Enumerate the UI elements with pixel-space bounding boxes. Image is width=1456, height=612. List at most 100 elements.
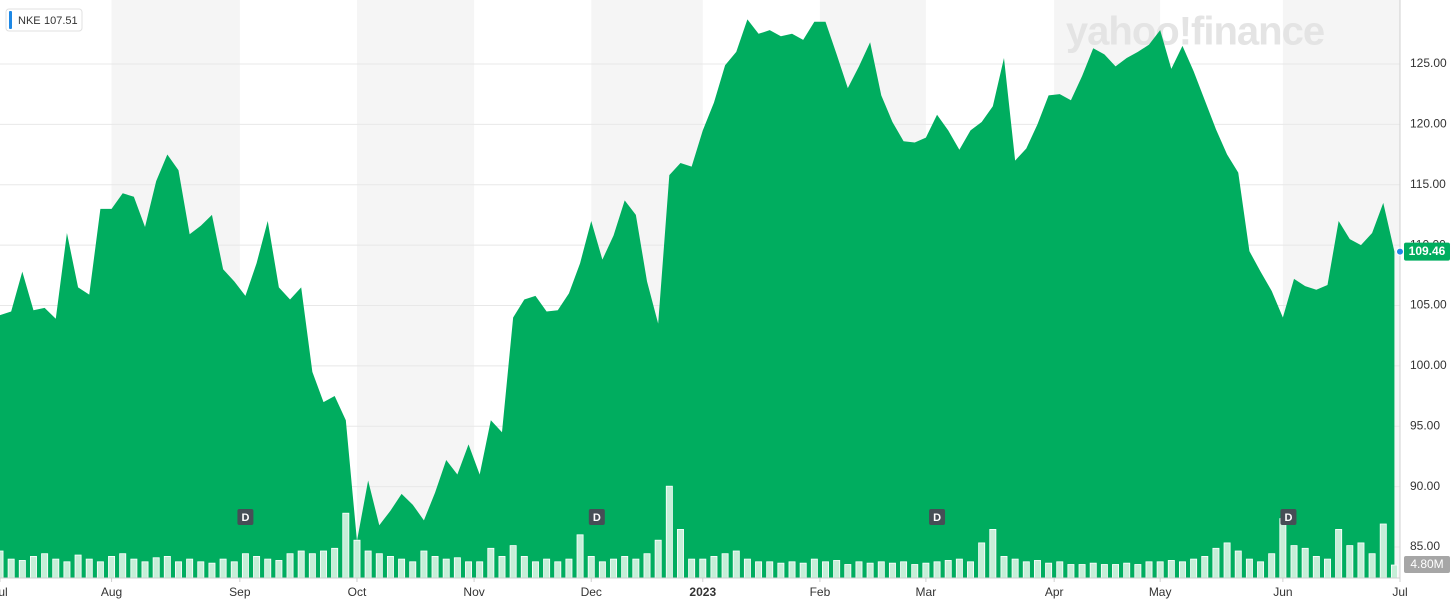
volume-bar	[1357, 542, 1365, 579]
volume-bar	[565, 558, 573, 579]
volume-bar	[1078, 564, 1086, 579]
volume-bar	[498, 556, 506, 579]
volume-bar	[1000, 556, 1008, 579]
volume-bar	[587, 556, 595, 579]
legend-symbol: NKE	[18, 15, 41, 27]
volume-bar	[520, 556, 528, 579]
volume-bar	[96, 561, 104, 579]
volume-bar	[598, 561, 606, 579]
volume-bar	[654, 539, 662, 579]
volume-bar	[1112, 564, 1120, 579]
volume-bar	[230, 561, 238, 579]
volume-bar	[1190, 558, 1198, 579]
event-badge	[1280, 509, 1297, 525]
volume-bar	[1346, 545, 1354, 579]
volume-bar	[431, 556, 439, 579]
volume-bar	[420, 550, 428, 579]
event-marker: D	[929, 509, 946, 525]
x-tick-label: Jul	[0, 585, 8, 599]
volume-label: 4.80M	[1410, 557, 1443, 571]
volume-bar	[286, 553, 294, 579]
volume-bar	[721, 553, 729, 579]
y-tick-label: 115.00	[1410, 177, 1446, 191]
volume-bar	[320, 550, 327, 579]
volume-bar	[911, 564, 919, 579]
legend-swatch	[9, 11, 12, 29]
volume-bar	[1324, 558, 1331, 579]
volume-bar	[822, 561, 829, 579]
volume-bar	[375, 553, 383, 579]
volume-bar	[665, 485, 673, 579]
volume-bar	[1011, 558, 1019, 579]
volume-bar	[922, 562, 930, 579]
volume-bar	[398, 558, 406, 579]
volume-bar	[621, 556, 629, 579]
x-tick-label: 2023	[689, 585, 716, 599]
volume-bar	[1089, 562, 1097, 579]
volume-bar	[777, 562, 785, 579]
volume-bar	[1100, 564, 1108, 579]
volume-bar	[1223, 542, 1231, 579]
volume-bar	[1312, 556, 1320, 579]
volume-bar	[208, 562, 216, 579]
volume-bar	[465, 561, 472, 579]
volume-bar	[297, 550, 305, 579]
volume-bar	[643, 553, 651, 579]
volume-bar	[877, 561, 885, 579]
volume-bar	[989, 529, 997, 579]
volume-bar	[543, 558, 551, 579]
last-price-label: 109.46	[1409, 244, 1446, 258]
price-area	[0, 19, 1395, 579]
volume-bar	[163, 556, 171, 579]
x-tick-label: Nov	[463, 585, 484, 599]
volume-bar	[386, 556, 394, 579]
volume-bar	[74, 554, 82, 579]
volume-bar	[130, 558, 138, 579]
volume-bar	[275, 560, 283, 579]
event-label: D	[593, 512, 601, 524]
volume-bar	[1212, 547, 1220, 579]
x-tick-label: Aug	[101, 585, 122, 599]
event-marker: D	[1280, 509, 1297, 525]
volume-bar	[353, 539, 361, 579]
volume-bar	[1067, 564, 1075, 579]
volume-bar	[888, 562, 896, 579]
x-tick-label: Dec	[581, 585, 602, 599]
event-label: D	[933, 512, 941, 524]
event-marker: D	[588, 509, 605, 525]
volume-bar	[85, 558, 93, 579]
volume-bar	[509, 545, 517, 579]
volume-bar	[799, 562, 807, 579]
volume-bar	[1301, 547, 1309, 579]
volume-bar	[197, 561, 205, 579]
volume-bar	[576, 534, 584, 579]
volume-bar	[364, 550, 372, 579]
x-tick-label: Jul	[1392, 585, 1407, 599]
volume-bar	[219, 558, 227, 579]
volume-bar	[18, 560, 26, 579]
legend: NKE 107.51	[5, 8, 83, 32]
volume-bar	[1201, 556, 1209, 579]
y-tick-label: 85.00	[1410, 539, 1440, 553]
volume-bar	[554, 561, 562, 579]
volume-bar	[755, 561, 763, 579]
y-tick-label: 100.00	[1410, 358, 1447, 372]
volume-bar	[253, 556, 261, 579]
volume-bar	[331, 547, 339, 579]
volume-bar	[1245, 558, 1253, 579]
x-tick-label: Mar	[916, 585, 937, 599]
volume-bar	[955, 558, 963, 579]
volume-bar	[29, 556, 37, 579]
volume-bar	[152, 557, 160, 579]
volume-bar	[743, 558, 751, 579]
volume-bar	[186, 558, 194, 579]
volume-bar	[41, 553, 49, 579]
x-tick-label: Jun	[1273, 585, 1292, 599]
volume-bar	[944, 560, 952, 579]
volume-bar	[487, 547, 495, 579]
volume-bar	[1234, 550, 1242, 579]
volume-bar	[1279, 518, 1287, 579]
event-badge	[588, 509, 605, 525]
y-tick-label: 90.00	[1410, 479, 1440, 493]
